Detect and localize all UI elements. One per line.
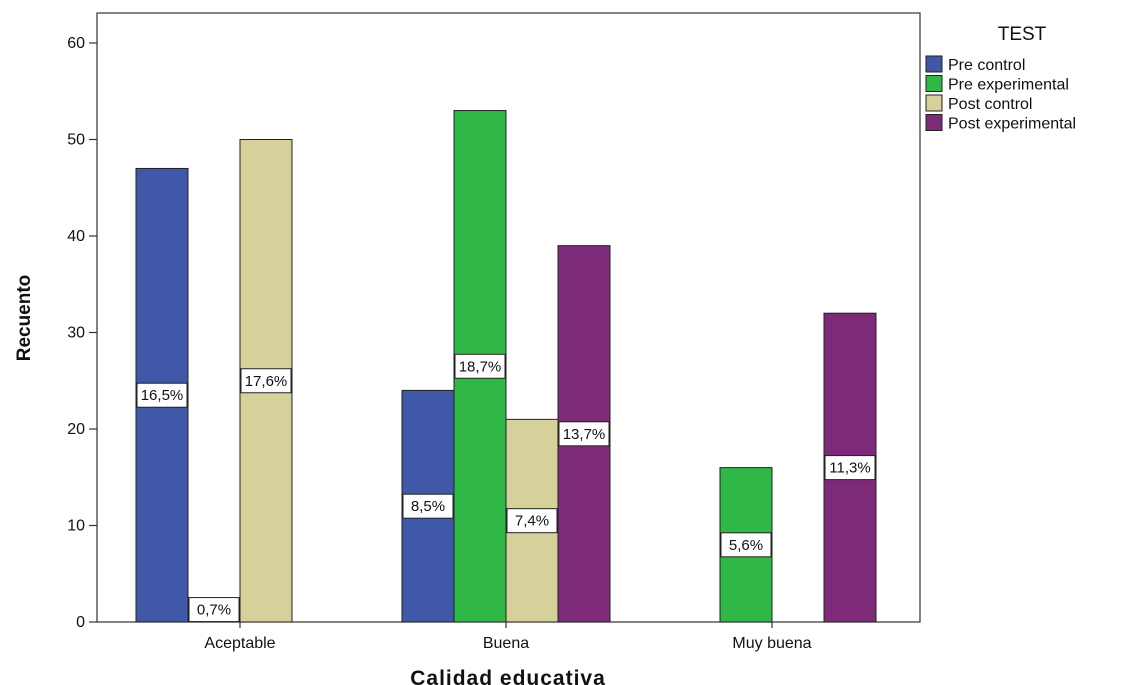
data-label-box: [824, 455, 876, 481]
x-tick-label: Muy buena: [732, 635, 811, 652]
y-tick-label: 20: [67, 421, 85, 438]
data-label-box: [402, 493, 454, 519]
y-tick-label: 40: [67, 228, 85, 245]
y-tick-label: 50: [67, 132, 85, 149]
legend: TEST Pre control Pre experimental Post con…: [925, 24, 1076, 133]
data-label: 7,4%: [506, 508, 558, 534]
data-label-text: 16,5%: [141, 387, 184, 404]
data-label-text: 7,4%: [515, 513, 549, 530]
legend-entry: Post experimental: [948, 116, 1076, 133]
data-label: 18,7%: [454, 353, 506, 379]
data-label-box: [240, 368, 292, 394]
y-tick-label: 10: [67, 518, 85, 535]
data-label-text: 8,5%: [411, 498, 445, 515]
x-axis-label: Calidad educativa: [410, 667, 606, 685]
data-label: 8,5%: [402, 493, 454, 519]
data-label: 17,6%: [240, 368, 292, 394]
data-label-box: [506, 508, 558, 534]
data-label-box: [558, 421, 610, 447]
legend-entry: Pre experimental: [948, 77, 1069, 94]
legend-swatch: [925, 94, 943, 112]
plot-area: 0 10 20 30 40 50 60 16,5% 0,7% 17,6% 8,5% 18,7% 7,4%…: [67, 12, 921, 652]
data-label-text: 17,6%: [245, 373, 288, 390]
legend-title: TEST: [998, 24, 1047, 45]
x-tick-label: Buena: [483, 635, 529, 652]
data-label-text: 13,7%: [563, 426, 606, 443]
data-label-text: 0,7%: [197, 602, 231, 619]
legend-entry: Pre control: [948, 57, 1025, 74]
legend-swatch: [925, 114, 943, 131]
data-label: 13,7%: [558, 421, 610, 447]
data-label: 0,7%: [188, 597, 240, 623]
x-tick-label: Aceptable: [204, 635, 275, 652]
data-label: 11,3%: [824, 455, 876, 481]
legend-swatch: [925, 75, 943, 92]
data-label-box: [720, 532, 772, 558]
y-axis-label: Recuento: [14, 275, 35, 362]
legend-entry: Post control: [948, 96, 1032, 113]
data-label: 16,5%: [136, 382, 188, 408]
data-label-box: [188, 597, 240, 623]
data-label-text: 5,6%: [729, 537, 763, 554]
data-label-text: 11,3%: [829, 460, 870, 477]
data-label-text: 18,7%: [459, 358, 502, 375]
y-tick-label: 0: [76, 614, 85, 631]
y-tick-label: 60: [67, 35, 85, 52]
legend-swatch: [925, 55, 943, 73]
data-label-box: [454, 353, 506, 379]
data-label: 5,6%: [720, 532, 772, 558]
data-label-box: [136, 382, 188, 408]
y-tick-label: 30: [67, 325, 85, 342]
